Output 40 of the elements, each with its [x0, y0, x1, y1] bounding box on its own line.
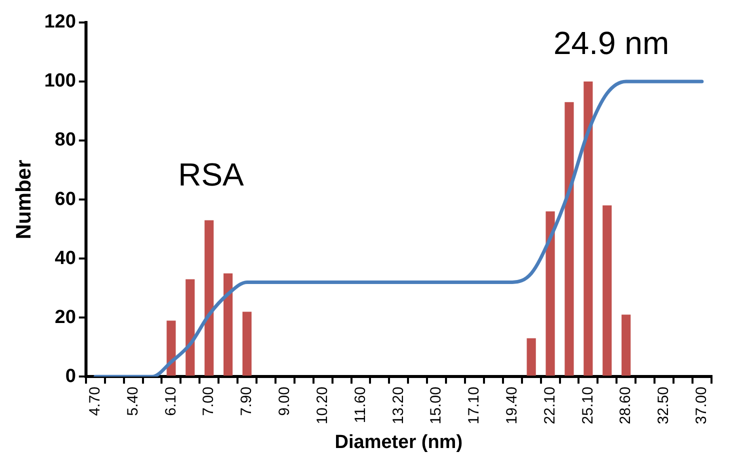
x-tick-label: 15.00: [428, 386, 445, 424]
y-tick-label: 120: [44, 12, 76, 33]
bar: [564, 102, 574, 376]
bar: [584, 81, 593, 376]
bar: [602, 205, 612, 376]
x-tick-label: 37.00: [693, 386, 710, 424]
x-tick-label: 7.90: [238, 386, 256, 416]
y-tick-label: 0: [65, 366, 76, 387]
bar: [622, 314, 631, 376]
x-axis-title: Diameter (nm): [334, 432, 463, 453]
y-tick-label: 20: [54, 306, 76, 328]
bar: [526, 338, 536, 376]
bar: [242, 312, 252, 376]
annotation: 24.9 nm: [553, 25, 670, 62]
bar: [186, 279, 195, 376]
x-tick-label: 10.20: [314, 386, 331, 424]
bar: [224, 273, 233, 376]
line-series: [94, 80, 704, 377]
x-tick-label: 5.40: [124, 386, 142, 416]
x-tick-label: 9.00: [276, 386, 294, 416]
bar: [546, 211, 555, 376]
bar: [204, 220, 214, 376]
y-tick-label: 80: [54, 130, 76, 151]
x-tick-label: 11.60: [352, 386, 369, 424]
y-tick-label: 100: [44, 70, 76, 92]
x-tick-label: 4.70: [86, 386, 104, 416]
y-axis-title: Number: [12, 160, 36, 240]
y-tick-label: 40: [54, 248, 76, 269]
x-tick-label: 32.50: [655, 386, 672, 424]
x-tick-label: 28.60: [617, 386, 634, 424]
bar: [166, 320, 176, 376]
x-tick-label: 13.20: [390, 386, 407, 424]
x-tick-label: 25.10: [579, 386, 596, 424]
x-tick-label: 19.40: [504, 386, 521, 424]
x-tick-label: 22.10: [541, 386, 558, 424]
annotation: RSA: [178, 156, 245, 192]
y-tick-label: 60: [54, 188, 76, 210]
x-tick-label: 6.10: [162, 386, 180, 416]
x-tick-label: 17.10: [466, 386, 483, 424]
x-tick-label: 7.00: [200, 386, 218, 416]
